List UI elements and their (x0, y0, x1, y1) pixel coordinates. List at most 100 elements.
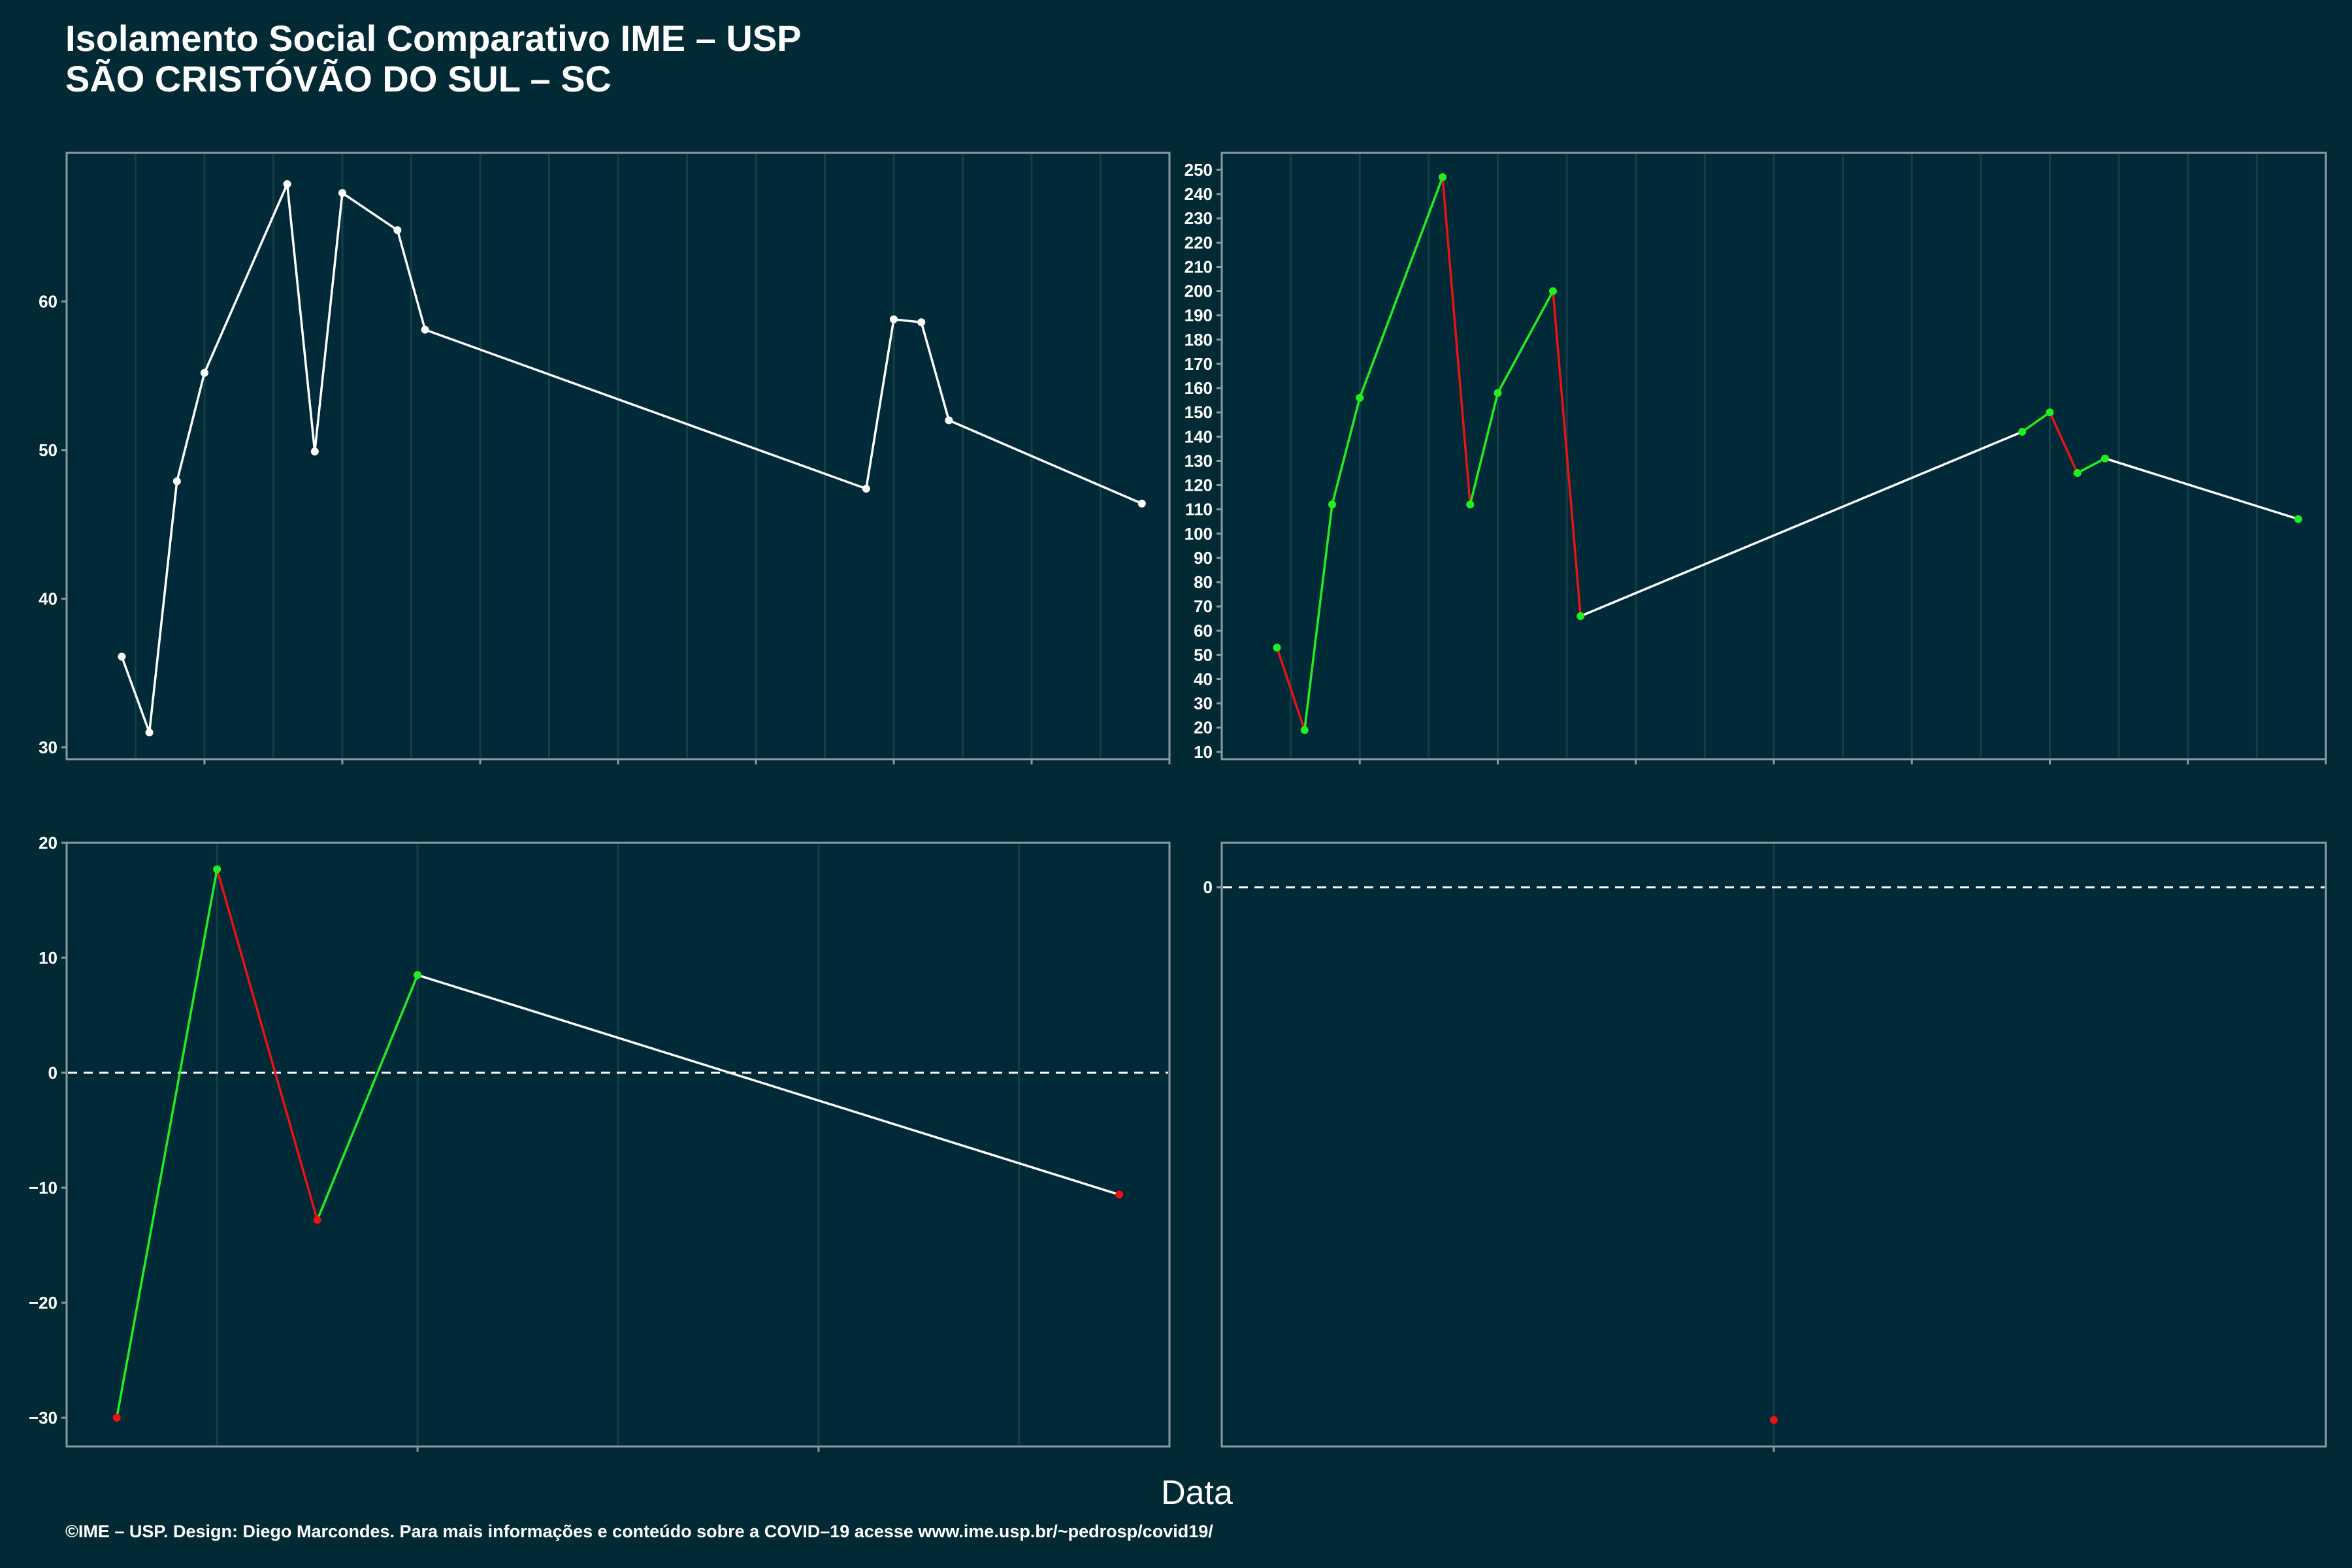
data-point (1273, 644, 1281, 652)
y-tick-label: −20 (29, 1293, 57, 1313)
series-segment (1469, 393, 1499, 505)
series-segment (1441, 176, 1471, 505)
x-axis-label: Data (1161, 1474, 1233, 1512)
series-segment (425, 329, 867, 490)
series-segment (116, 869, 218, 1418)
series-segment (417, 973, 1120, 1196)
y-tick-label: 110 (1185, 500, 1213, 519)
data-point (414, 971, 422, 979)
series-segment (148, 481, 178, 733)
series-segment (1303, 504, 1333, 730)
data-point (890, 315, 898, 323)
data-point (1770, 1416, 1778, 1424)
series-segment (2104, 457, 2299, 521)
y-tick-label: 200 (1184, 282, 1213, 301)
y-tick-label: 60 (1194, 621, 1213, 640)
data-point (213, 865, 221, 874)
series-segment (865, 319, 895, 489)
main-subtitle: SÃO CRISTÓVÃO DO SUL – SC (65, 58, 612, 99)
y-tick-label: 160 (1184, 378, 1213, 398)
data-point (1300, 726, 1309, 734)
y-tick-label: 180 (1184, 330, 1213, 350)
series-segment (216, 868, 319, 1220)
y-tick-label: 100 (1184, 524, 1213, 544)
y-tick-label: 40 (1194, 670, 1213, 689)
variation-pandemic-chart: 0 (1203, 841, 2327, 1452)
y-tick-label: 50 (39, 440, 57, 460)
data-point (1328, 500, 1336, 509)
data-point (1576, 612, 1585, 620)
data-point (1494, 389, 1502, 397)
y-tick-label: −30 (29, 1408, 57, 1428)
data-point (1439, 173, 1446, 182)
series-segment (948, 419, 1143, 505)
data-point (310, 448, 319, 456)
data-point (145, 728, 154, 737)
series-segment (1331, 397, 1361, 505)
data-point (1466, 500, 1475, 509)
y-tick-label: 60 (39, 291, 57, 311)
series-segment (1275, 647, 1306, 731)
data-point (338, 189, 346, 197)
y-tick-label: 240 (1184, 184, 1213, 204)
y-tick-label: 230 (1184, 208, 1213, 228)
series-segment (120, 656, 151, 733)
footer-credits: ©IME – USP. Design: Diego Marcondes. Par… (65, 1522, 1213, 1541)
series-segment (893, 318, 922, 324)
data-point (1356, 393, 1364, 402)
series-segment (1552, 291, 1582, 617)
data-point (172, 477, 181, 485)
y-tick-label: 170 (1184, 354, 1213, 374)
y-tick-label: 40 (39, 589, 57, 608)
variation-week-chart: −30 −20 −10 0 10 20 (29, 833, 1171, 1452)
y-tick-label: −10 (29, 1178, 57, 1198)
y-tick-label: 150 (1184, 402, 1213, 422)
y-tick-label: 220 (1184, 233, 1213, 252)
data-point (421, 325, 429, 334)
data-point (945, 416, 953, 425)
variation-feb-chart: 10 20 30 40 50 60 70 80 90 100 110 120 130 140 150 160 1… (1184, 152, 2327, 764)
y-tick-label: 20 (1194, 718, 1213, 738)
data-point (1549, 287, 1557, 295)
series-segment (396, 229, 427, 331)
series-segment (342, 191, 399, 231)
y-tick-label: 80 (1194, 572, 1213, 592)
y-tick-label: 20 (39, 833, 57, 853)
series-segment (314, 193, 344, 452)
y-tick-label: 50 (1194, 645, 1213, 664)
y-tick-label: 0 (1203, 877, 1213, 897)
series-segment (920, 321, 951, 421)
data-point (2046, 408, 2054, 417)
data-point (201, 368, 208, 377)
y-tick-label: 70 (1194, 596, 1213, 616)
data-point (2101, 454, 2109, 463)
data-point (118, 653, 126, 661)
y-tick-label: 140 (1184, 427, 1213, 446)
series-segment (176, 372, 206, 482)
y-tick-label: 0 (48, 1063, 57, 1083)
y-tick-label: 10 (1194, 742, 1213, 762)
y-tick-label: 130 (1184, 451, 1213, 470)
series-segment (286, 184, 316, 452)
data-point (313, 1216, 321, 1224)
series-segment (1580, 431, 2023, 617)
series-segment (1358, 176, 1444, 399)
y-tick-label: 120 (1184, 476, 1213, 495)
data-point (112, 1414, 121, 1422)
y-tick-label: 90 (1194, 548, 1213, 568)
data-point (862, 485, 870, 493)
y-tick-label: 30 (39, 738, 57, 757)
series-segment (2076, 457, 2106, 474)
series-segment (203, 184, 289, 374)
series-segment (2048, 412, 2079, 474)
y-tick-label: 190 (1184, 306, 1213, 325)
y-tick-label: 210 (1184, 257, 1213, 276)
main-title: Isolamento Social Comparativo IME – USP (65, 18, 802, 59)
data-point (393, 226, 402, 235)
series-segment (316, 974, 419, 1220)
data-point (2018, 427, 2027, 436)
y-tick-label: 10 (39, 948, 57, 968)
y-tick-label: 250 (1184, 160, 1213, 180)
isolation-index-chart: 30 40 50 60 (39, 152, 1171, 764)
